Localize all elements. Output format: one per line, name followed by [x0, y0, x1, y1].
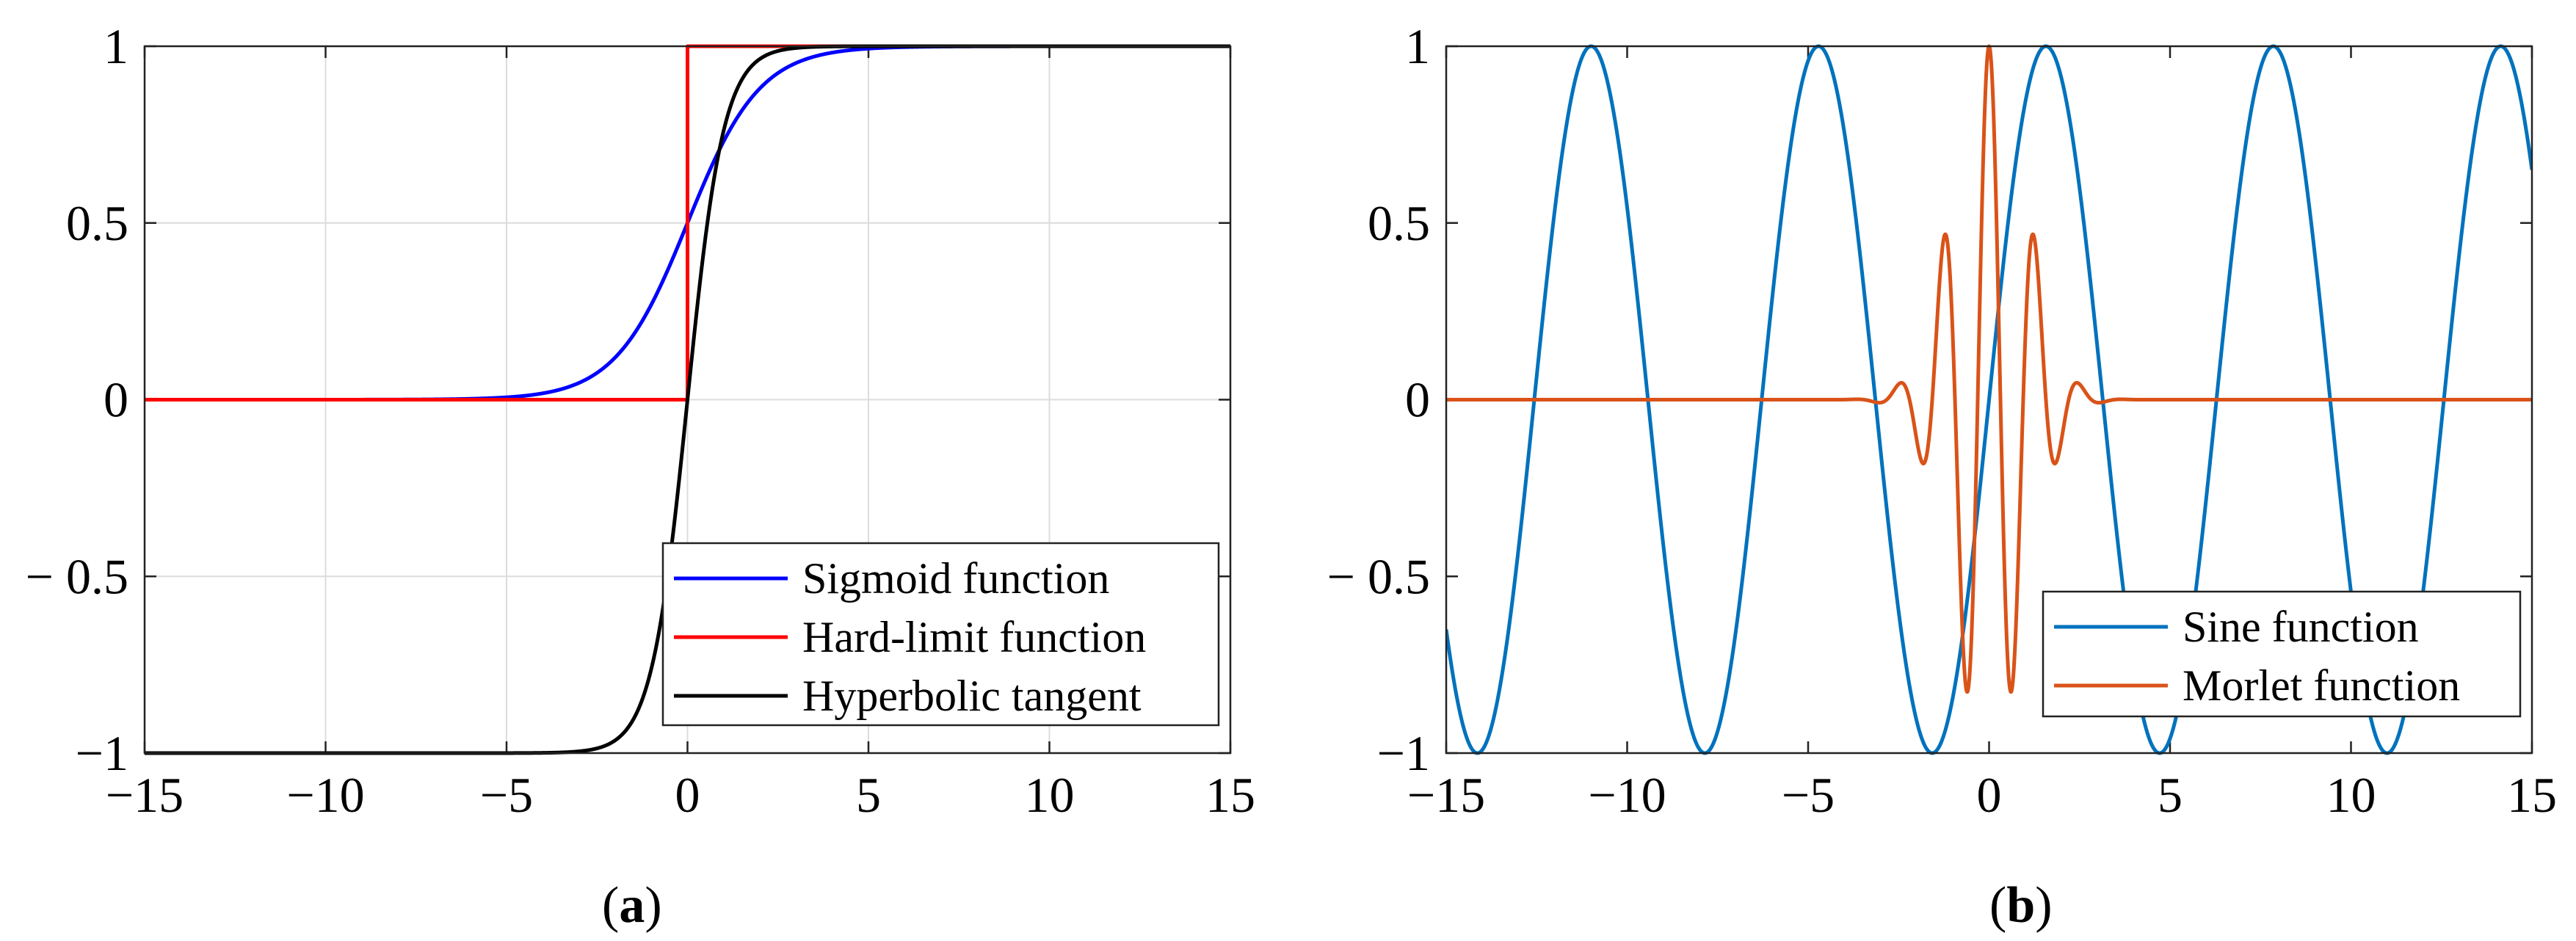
- y-tick-label: 1: [104, 18, 128, 74]
- x-tick-label: 15: [1205, 767, 1255, 823]
- y-tick-label: 0.5: [66, 195, 128, 251]
- y-tick-label: − 0.5: [26, 548, 128, 604]
- y-tick-label: 0.5: [1368, 195, 1430, 251]
- x-tick-label: −10: [1588, 767, 1666, 823]
- legend-label: Hard-limit function: [802, 613, 1146, 661]
- x-tick-label: −10: [286, 767, 364, 823]
- legend-label: Sigmoid function: [802, 554, 1109, 603]
- x-tick-label: 5: [856, 767, 881, 823]
- y-tick-label: 1: [1405, 18, 1430, 74]
- x-tick-label: 10: [1025, 767, 1075, 823]
- x-tick-label: 5: [2158, 767, 2183, 823]
- chart-panel-a: −15 −10 −5 0 5 10 15 −1 − 0.5 0 0.5 1 Sigmoid functi…: [26, 18, 1255, 934]
- axes-box: [143, 45, 1232, 755]
- y-tick-label: 0: [1405, 372, 1430, 428]
- x-tick-label: 0: [1977, 767, 2002, 823]
- x-tick-label: −15: [1407, 767, 1485, 823]
- y-tick-label: −1: [1377, 725, 1430, 781]
- y-tick-label: −1: [76, 725, 128, 781]
- legend: Sigmoid function Hard-limit function Hyper…: [661, 542, 1220, 727]
- x-tick-label: 10: [2326, 767, 2376, 823]
- legend-box: [2042, 590, 2522, 718]
- panel-label: (b): [1989, 877, 2053, 934]
- x-tick-label: 15: [2507, 767, 2557, 823]
- x-tick-label: −15: [106, 767, 184, 823]
- legend-label: Morlet function: [2183, 661, 2460, 710]
- x-tick-label: 0: [675, 767, 700, 823]
- legend-label: Sine function: [2183, 603, 2419, 651]
- y-tick-label: 0: [104, 372, 128, 428]
- legend-label: Hyperbolic tangent: [802, 672, 1142, 720]
- x-tick-label: −5: [1782, 767, 1835, 823]
- y-tick-label: − 0.5: [1327, 548, 1430, 604]
- x-tick-label: −5: [480, 767, 533, 823]
- chart-panel-b: −15 −10 −5 0 5 10 15 −1 − 0.5 0 0.5 1 Sine function M…: [1327, 18, 2557, 934]
- panel-label: (a): [602, 877, 662, 934]
- legend: Sine function Morlet function: [2042, 590, 2522, 718]
- axes-box: [1445, 45, 2533, 755]
